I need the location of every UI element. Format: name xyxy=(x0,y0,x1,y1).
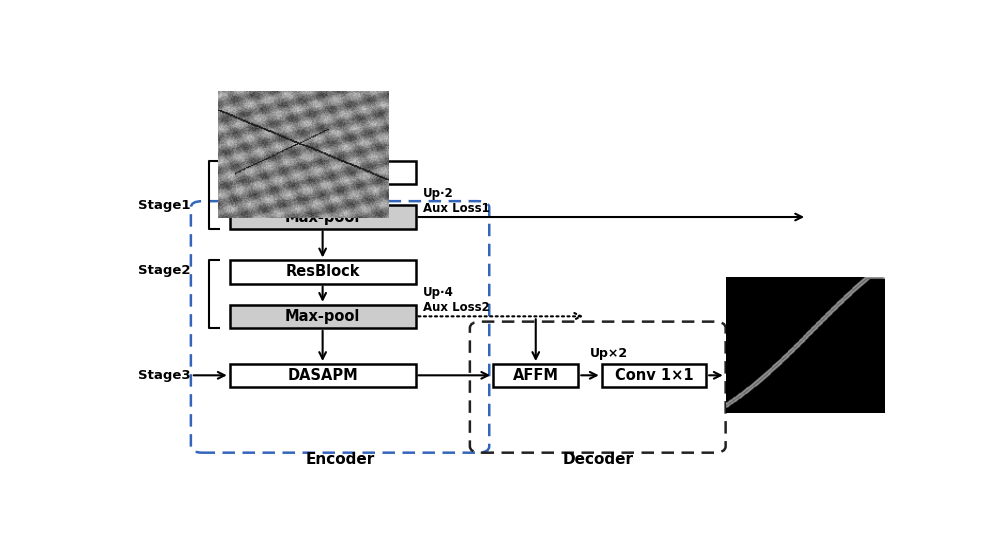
Text: Max-pool: Max-pool xyxy=(285,210,360,225)
Text: Stage2: Stage2 xyxy=(138,265,191,277)
Bar xyxy=(230,364,416,387)
Text: Stage1: Stage1 xyxy=(138,199,191,212)
Bar xyxy=(230,205,416,228)
Bar xyxy=(602,364,706,387)
Text: ResBlock: ResBlock xyxy=(285,265,360,279)
Text: Stage3: Stage3 xyxy=(138,369,191,382)
Text: ResBlock: ResBlock xyxy=(285,165,360,180)
Text: Encoder: Encoder xyxy=(306,451,375,467)
Bar xyxy=(230,161,416,184)
Text: Max-pool: Max-pool xyxy=(285,309,360,324)
Bar xyxy=(230,305,416,328)
Text: Conv 1×1: Conv 1×1 xyxy=(615,368,693,383)
Text: Up×2: Up×2 xyxy=(590,346,628,360)
Text: Up·4
Aux Loss2: Up·4 Aux Loss2 xyxy=(423,286,490,314)
Text: Up·2
Aux Loss1: Up·2 Aux Loss1 xyxy=(423,187,490,215)
Text: Decoder: Decoder xyxy=(562,451,633,467)
Bar xyxy=(230,260,416,284)
Text: DASAPM: DASAPM xyxy=(287,368,358,383)
Text: AFFM: AFFM xyxy=(513,368,559,383)
Bar xyxy=(493,364,578,387)
